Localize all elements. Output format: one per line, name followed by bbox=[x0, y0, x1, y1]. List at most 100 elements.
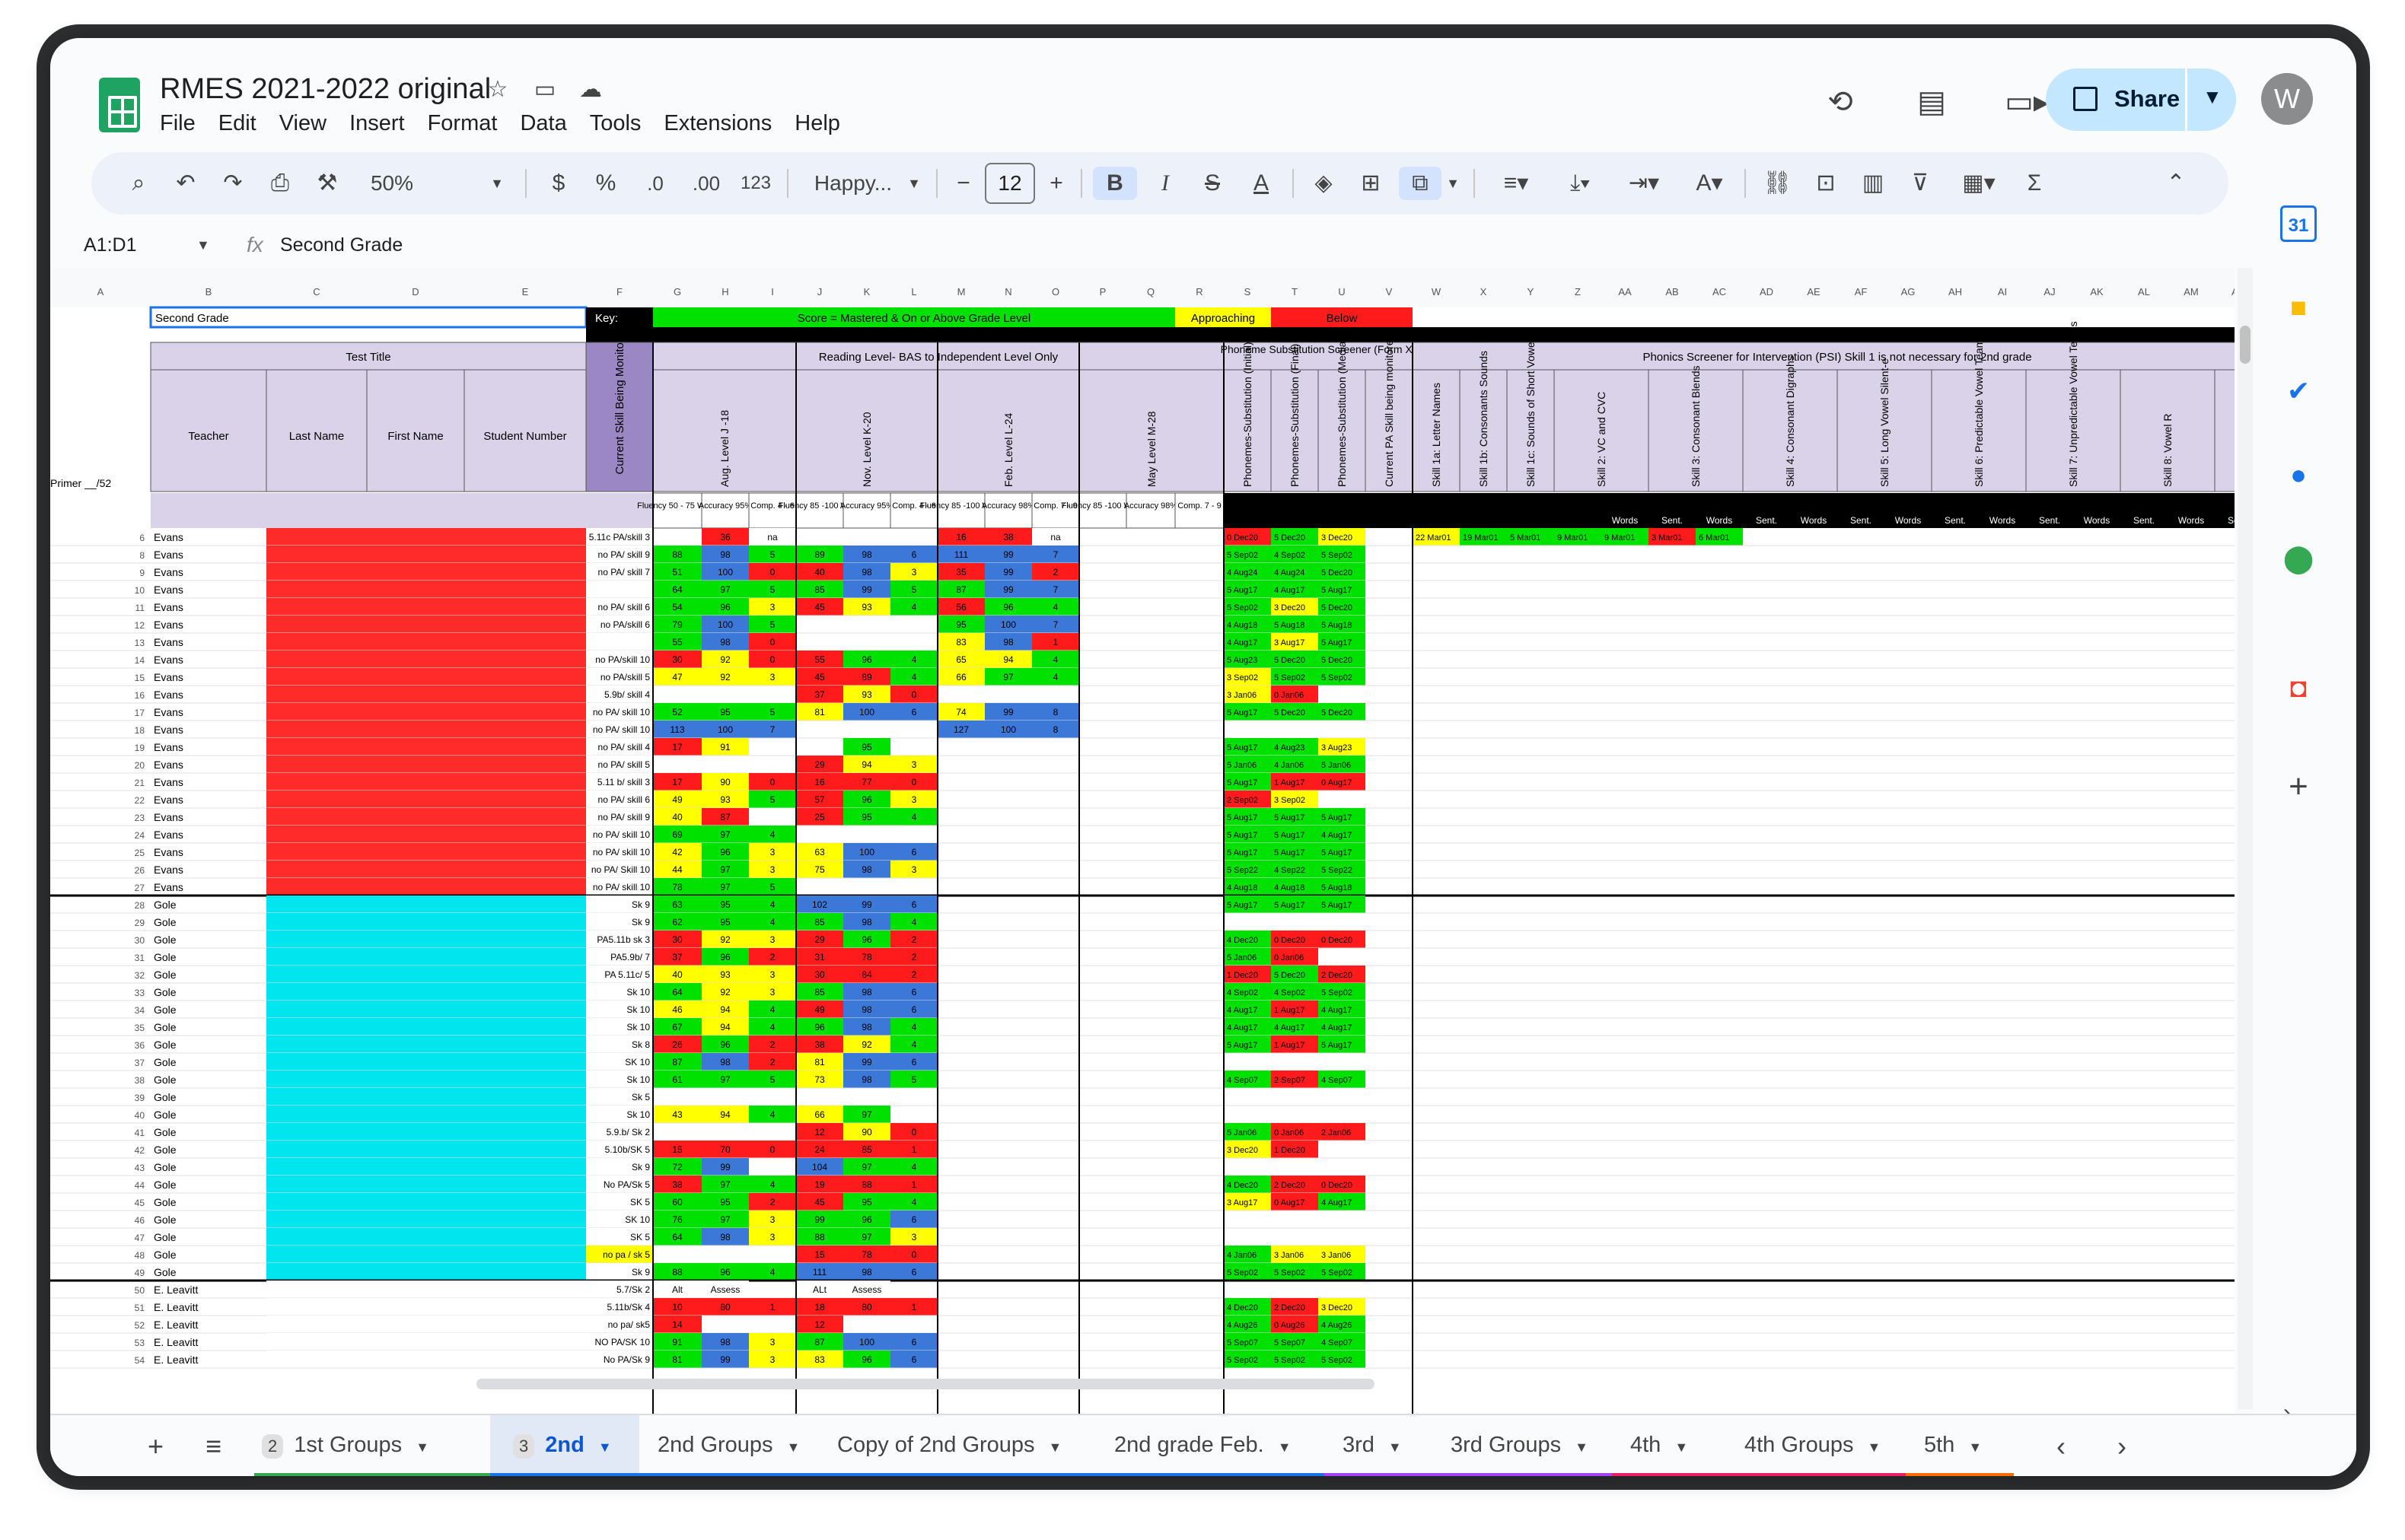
phoneme-cell[interactable] bbox=[1224, 791, 1271, 808]
score-cell[interactable] bbox=[653, 1036, 702, 1053]
score-cell[interactable] bbox=[796, 1123, 843, 1141]
phoneme-cell[interactable] bbox=[1318, 896, 1365, 913]
student-name-cell[interactable] bbox=[266, 1141, 586, 1158]
tab-dropdown-icon[interactable]: ▼ bbox=[1674, 1440, 1689, 1455]
phoneme-subheader[interactable] bbox=[1365, 369, 1413, 492]
score-cell[interactable] bbox=[702, 1053, 749, 1071]
phoneme-cell[interactable] bbox=[1271, 931, 1318, 948]
score-cell[interactable] bbox=[890, 703, 938, 721]
score-cell[interactable] bbox=[749, 1298, 796, 1316]
phonics-subheader[interactable] bbox=[1412, 369, 1461, 492]
score-cell[interactable] bbox=[749, 913, 796, 931]
zoom-dropdown-icon[interactable]: ▼ bbox=[490, 176, 504, 191]
score-cell[interactable] bbox=[890, 1071, 938, 1088]
student-name-cell[interactable] bbox=[266, 581, 586, 598]
phoneme-cell[interactable] bbox=[1271, 1316, 1318, 1333]
horizontal-align-icon[interactable]: ≡▾ bbox=[1503, 170, 1529, 196]
phoneme-cell[interactable] bbox=[1271, 1263, 1318, 1281]
comments-icon[interactable]: ▤ bbox=[1917, 85, 1946, 119]
score-cell[interactable] bbox=[653, 1351, 702, 1368]
current-skill-cell[interactable] bbox=[586, 1123, 653, 1141]
student-name-cell[interactable] bbox=[266, 721, 586, 738]
score-cell[interactable] bbox=[749, 1001, 796, 1018]
current-skill-cell[interactable] bbox=[586, 581, 653, 598]
score-cell[interactable] bbox=[702, 861, 749, 878]
score-cell[interactable] bbox=[749, 896, 796, 913]
phoneme-cell[interactable] bbox=[1318, 1071, 1365, 1088]
paint-format-icon[interactable]: ⚒ bbox=[317, 170, 338, 196]
score-cell[interactable] bbox=[749, 546, 796, 563]
score-cell[interactable] bbox=[938, 563, 985, 581]
score-cell[interactable] bbox=[890, 563, 938, 581]
tasks-icon[interactable]: ✔ bbox=[2286, 375, 2311, 406]
phoneme-subheader[interactable] bbox=[1270, 369, 1319, 492]
score-cell[interactable] bbox=[702, 1298, 749, 1316]
score-cell[interactable] bbox=[890, 773, 938, 791]
phoneme-cell[interactable] bbox=[1318, 1333, 1365, 1351]
score-cell[interactable] bbox=[938, 703, 985, 721]
score-cell[interactable] bbox=[843, 861, 890, 878]
score-cell[interactable] bbox=[890, 1246, 938, 1263]
score-cell[interactable] bbox=[985, 633, 1032, 651]
score-cell[interactable] bbox=[749, 668, 796, 686]
phoneme-cell[interactable] bbox=[1224, 598, 1271, 616]
student-name-cell[interactable] bbox=[266, 616, 586, 633]
score-cell[interactable] bbox=[749, 983, 796, 1001]
score-cell[interactable] bbox=[890, 1228, 938, 1246]
decrease-decimal-button[interactable]: .0 bbox=[647, 172, 664, 195]
phoneme-cell[interactable] bbox=[1224, 581, 1271, 598]
score-cell[interactable] bbox=[796, 1176, 843, 1193]
current-skill-cell[interactable] bbox=[586, 1141, 653, 1158]
tab-copy-of-2nd-groups[interactable]: Copy of 2nd Groups ▼ bbox=[819, 1415, 1096, 1476]
share-button[interactable]: Share ▼ bbox=[2046, 68, 2236, 131]
avatar[interactable]: W bbox=[2261, 73, 2313, 125]
undo-icon[interactable]: ↶ bbox=[176, 170, 196, 196]
phoneme-cell[interactable] bbox=[1318, 616, 1365, 633]
insert-comment-icon[interactable]: ⊡ bbox=[1816, 170, 1836, 196]
phoneme-cell[interactable] bbox=[1224, 1333, 1271, 1351]
score-cell[interactable] bbox=[749, 826, 796, 843]
phoneme-cell[interactable] bbox=[1318, 633, 1365, 651]
score-cell[interactable] bbox=[843, 843, 890, 861]
score-cell[interactable] bbox=[843, 913, 890, 931]
score-cell[interactable] bbox=[749, 791, 796, 808]
score-cell[interactable] bbox=[702, 948, 749, 966]
menu-help[interactable]: Help bbox=[795, 111, 840, 135]
key-cell[interactable] bbox=[586, 307, 653, 342]
current-skill-cell[interactable] bbox=[586, 686, 653, 703]
phoneme-cell[interactable] bbox=[1224, 1316, 1271, 1333]
tab-dropdown-icon[interactable]: ▼ bbox=[416, 1440, 429, 1455]
comp-header-cell[interactable] bbox=[1174, 492, 1225, 529]
score-cell[interactable] bbox=[843, 966, 890, 983]
score-cell[interactable] bbox=[796, 773, 843, 791]
phoneme-cell[interactable] bbox=[1271, 843, 1318, 861]
phoneme-cell[interactable] bbox=[1224, 773, 1271, 791]
current-skill-cell[interactable] bbox=[586, 1263, 653, 1281]
score-cell[interactable] bbox=[1032, 616, 1079, 633]
phoneme-cell[interactable] bbox=[1318, 1246, 1365, 1263]
score-cell[interactable] bbox=[702, 843, 749, 861]
score-cell[interactable] bbox=[702, 1158, 749, 1176]
phoneme-cell[interactable] bbox=[1271, 791, 1318, 808]
below-key[interactable] bbox=[1271, 307, 1413, 327]
strikethrough-icon[interactable]: S bbox=[1204, 170, 1220, 196]
phoneme-cell[interactable] bbox=[1318, 546, 1365, 563]
current-skill-cell[interactable] bbox=[586, 1333, 653, 1351]
current-skill-cell[interactable] bbox=[586, 546, 653, 563]
score-cell[interactable] bbox=[890, 668, 938, 686]
phoneme-cell[interactable] bbox=[1318, 1351, 1365, 1368]
score-cell[interactable] bbox=[653, 1228, 702, 1246]
version-history-icon[interactable]: ⟲ bbox=[1827, 85, 1853, 119]
score-cell[interactable] bbox=[843, 756, 890, 773]
score-cell[interactable] bbox=[890, 756, 938, 773]
phonics-subheader[interactable] bbox=[1931, 369, 2027, 492]
score-cell[interactable] bbox=[702, 826, 749, 843]
phoneme-cell[interactable] bbox=[1271, 966, 1318, 983]
score-cell[interactable] bbox=[938, 581, 985, 598]
student-name-cell[interactable] bbox=[266, 528, 586, 546]
phoneme-cell[interactable] bbox=[1224, 528, 1271, 546]
phonics-subheader[interactable] bbox=[1459, 369, 1508, 492]
score-cell[interactable] bbox=[796, 1141, 843, 1158]
score-cell[interactable] bbox=[749, 651, 796, 668]
tab-4th[interactable]: 4th ▼ bbox=[1612, 1415, 1726, 1476]
